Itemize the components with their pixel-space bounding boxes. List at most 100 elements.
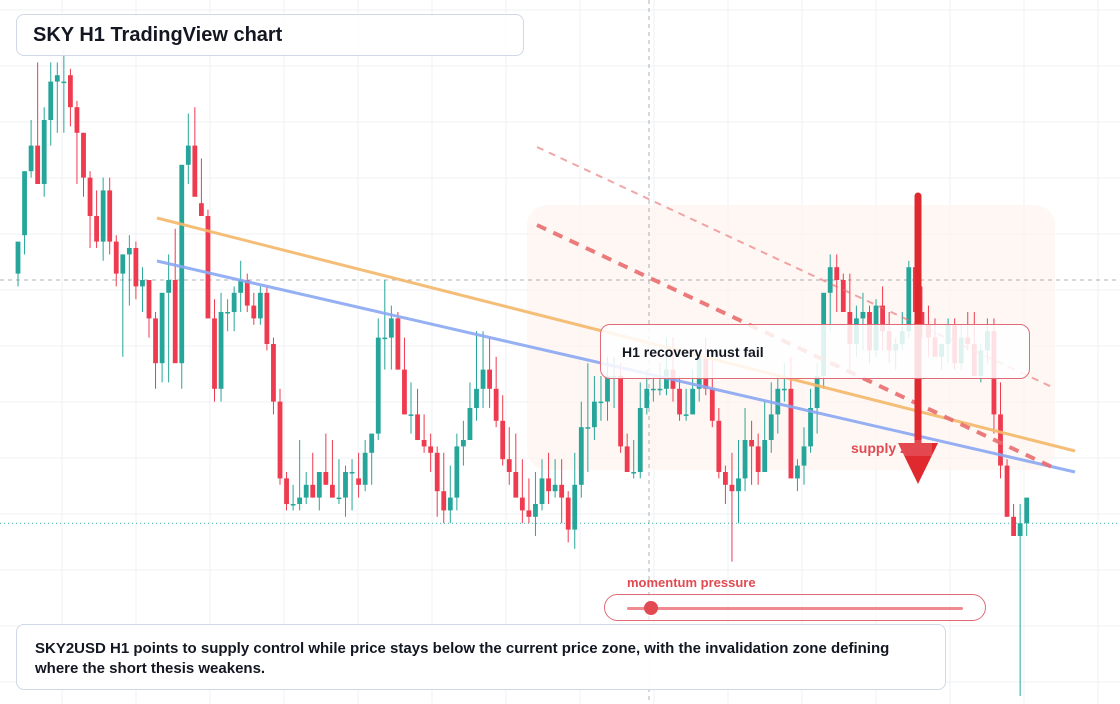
candle-body: [801, 446, 807, 466]
candle-body: [107, 190, 113, 242]
candle-body: [68, 75, 73, 108]
candle-body: [343, 472, 348, 498]
candle-body: [257, 292, 263, 319]
candle-body: [54, 75, 60, 82]
candle-body: [323, 472, 329, 485]
candle-body: [755, 446, 761, 472]
candle-body: [781, 388, 787, 391]
candle-body: [467, 408, 473, 440]
candle-body: [775, 388, 781, 415]
candle-body: [362, 452, 368, 485]
momentum-track-line: [627, 607, 963, 610]
candle-body: [87, 177, 93, 216]
candle-body: [683, 414, 689, 416]
candle-body: [179, 164, 185, 364]
candle-body: [447, 497, 453, 511]
supply-zone-label: supply zone: [851, 440, 932, 456]
candle-body: [840, 280, 846, 312]
candle-body: [441, 491, 447, 511]
candle-body: [22, 171, 27, 236]
candle-body: [539, 478, 545, 504]
candle-body: [552, 484, 558, 492]
candle-body: [592, 401, 597, 428]
candle-body: [677, 388, 682, 415]
candle-body: [330, 484, 335, 498]
candle-body: [212, 318, 217, 389]
candle-body: [480, 369, 486, 389]
momentum-label: momentum pressure: [627, 575, 756, 590]
candle-body: [375, 337, 381, 434]
candle-body: [605, 376, 610, 402]
candle-body: [133, 248, 139, 287]
candle-body: [461, 440, 466, 447]
candle-body: [146, 280, 152, 319]
candle-body: [382, 337, 388, 340]
candle-body: [533, 504, 538, 517]
candle-body: [434, 452, 440, 492]
candle-body: [297, 497, 303, 504]
lower-projection-line: [536, 223, 1053, 469]
candle-body: [559, 484, 565, 498]
candle-body: [919, 312, 925, 325]
candle-body: [218, 312, 224, 389]
candle-body: [284, 478, 289, 504]
candle-body: [598, 401, 604, 404]
candle-body: [526, 510, 532, 517]
candle-body: [1017, 523, 1023, 536]
candle-body: [277, 401, 283, 479]
candle-body: [48, 81, 54, 120]
candle-body: [81, 132, 86, 178]
candle-body: [618, 376, 623, 447]
candle-body: [415, 414, 420, 440]
candle-body: [61, 81, 67, 84]
candle-body: [513, 472, 519, 498]
candle-body: [716, 420, 722, 472]
candle-body: [860, 312, 866, 319]
candle-body: [120, 254, 126, 274]
candle-body: [140, 280, 145, 287]
candle-body: [408, 414, 414, 416]
candle-body: [251, 305, 257, 319]
candle-body: [356, 478, 361, 485]
candle-body: [644, 388, 650, 408]
candle-body: [788, 388, 794, 479]
candle-body: [192, 145, 198, 197]
candle-body: [388, 318, 394, 338]
candle-body: [271, 344, 276, 402]
candle-body: [565, 497, 571, 530]
candle-body: [126, 248, 132, 255]
candle-body: [421, 440, 427, 447]
candle-body: [100, 190, 106, 242]
candle-body: [585, 427, 591, 429]
candle-body: [1011, 516, 1016, 536]
candle-body: [834, 267, 840, 280]
candle-body: [225, 312, 230, 314]
candle-body: [742, 440, 748, 479]
bearish-arrow-head: [898, 443, 938, 484]
candle-body: [519, 497, 525, 511]
momentum-pressure-gauge: [604, 594, 986, 621]
chart-title: SKY H1 TradingView chart: [33, 23, 283, 46]
candle-body: [880, 305, 885, 332]
summary-text: SKY2USD H1 points to supply control whil…: [35, 640, 890, 677]
candle-body: [166, 280, 172, 293]
momentum-knob: [643, 601, 658, 615]
candle-body: [369, 433, 375, 453]
candle-body: [723, 472, 728, 485]
candle-body: [74, 107, 80, 133]
candle-body: [15, 241, 21, 274]
candle-body: [199, 203, 204, 216]
summary-box: SKY2USD H1 points to supply control whil…: [16, 624, 946, 690]
candle-body: [428, 446, 434, 453]
candle-body: [454, 446, 460, 498]
candle-body: [35, 145, 41, 184]
candle-body: [487, 369, 492, 389]
candle-body: [231, 292, 237, 312]
candle-body: [762, 440, 768, 472]
candle-body: [729, 484, 735, 492]
candle-body: [500, 420, 506, 460]
candle-body: [690, 388, 696, 415]
candle-body: [546, 478, 551, 492]
candle-body: [395, 318, 401, 370]
candle-body: [94, 216, 99, 242]
